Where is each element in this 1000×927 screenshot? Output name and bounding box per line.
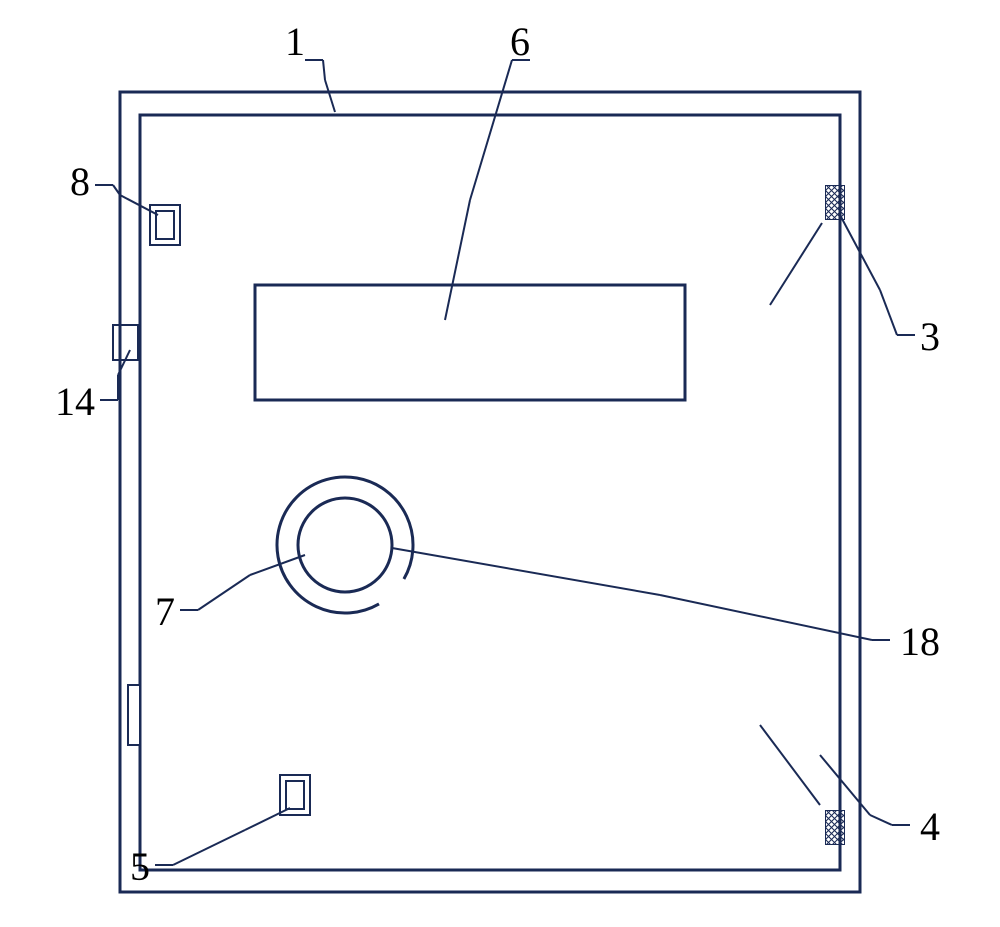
- label-8: 8: [70, 159, 90, 204]
- label-4: 4: [920, 804, 940, 849]
- label-1: 1: [285, 19, 305, 64]
- leader-6-b: [445, 200, 470, 320]
- door-panel: [140, 115, 840, 870]
- leader-7-a: [198, 575, 250, 610]
- label-3: 3: [920, 314, 940, 359]
- label-7: 7: [155, 589, 175, 634]
- hinge-top: [790, 185, 879, 220]
- label-6: 6: [510, 19, 530, 64]
- leader-6-a: [470, 60, 512, 200]
- stud-top-inner: [156, 211, 174, 239]
- dial-inner: [298, 498, 392, 592]
- leader-5-b: [245, 808, 290, 830]
- leader-1-b: [325, 80, 335, 112]
- leader-1-a: [323, 60, 325, 80]
- stud-bottom-inner: [286, 781, 304, 809]
- door-corner-diagonal-top: [770, 223, 822, 305]
- leader-4-b: [820, 755, 870, 815]
- label-14: 14: [55, 379, 95, 424]
- hinge-bottom: [790, 810, 879, 845]
- latch: [113, 325, 138, 360]
- door-corner-diagonal: [760, 725, 820, 805]
- label-5: 5: [130, 844, 150, 889]
- leader-18-b: [392, 548, 660, 595]
- left-bar: [128, 685, 140, 745]
- leader-5-a: [173, 830, 245, 865]
- leader-3-a: [880, 290, 897, 335]
- label-18: 18: [900, 619, 940, 664]
- viewing-window: [255, 285, 685, 400]
- outer-frame: [120, 92, 860, 892]
- leader-4-a: [870, 815, 892, 825]
